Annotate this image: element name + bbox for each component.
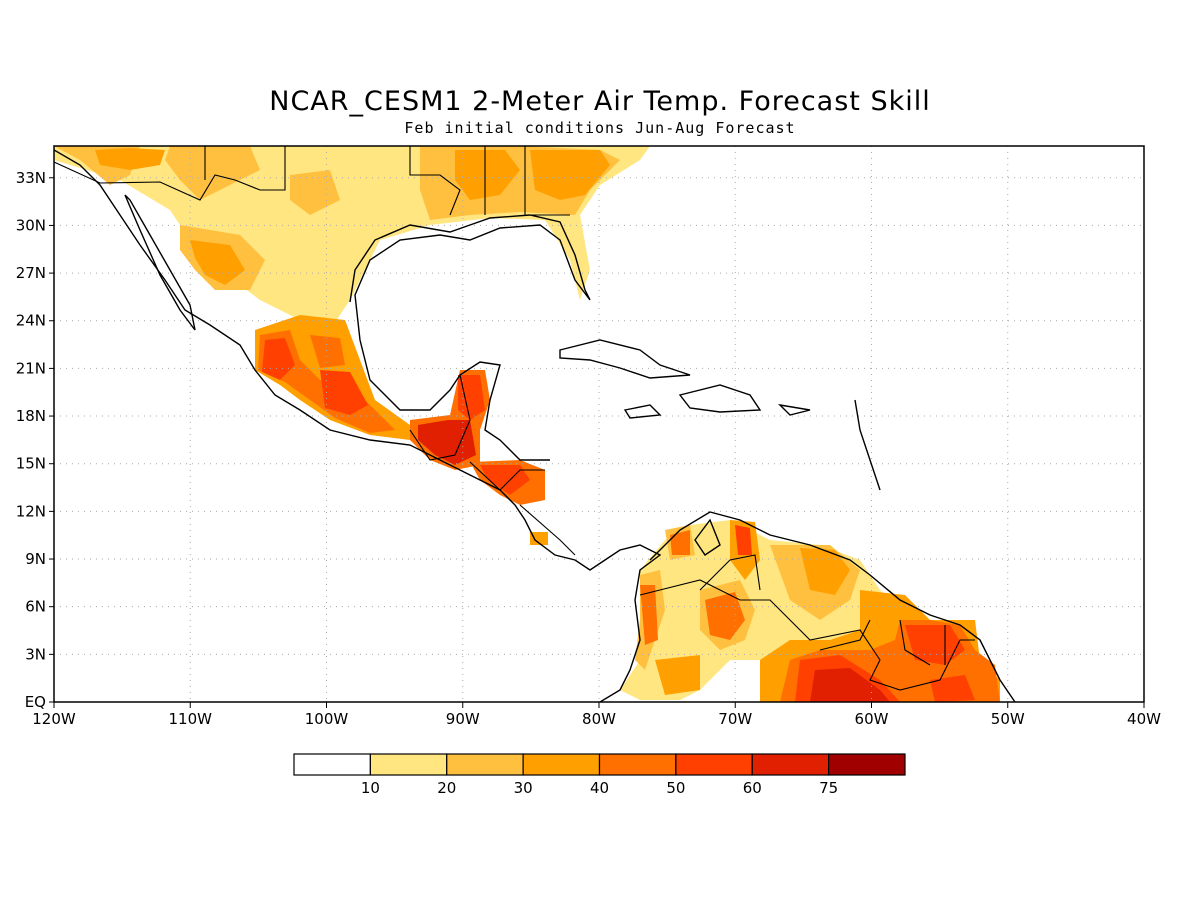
coastlines xyxy=(54,149,1016,702)
x-tick-label: 60W xyxy=(855,710,889,728)
colorbar-label: 30 xyxy=(514,779,533,797)
political-borders xyxy=(54,146,975,691)
x-tick-label: 100W xyxy=(305,710,349,728)
colorbar-swatch xyxy=(675,753,753,776)
colorbar-swatch xyxy=(828,753,906,776)
x-tick-label: 110W xyxy=(169,710,213,728)
x-tick-label: 120W xyxy=(32,710,76,728)
y-axis: 33N 30N 27N 24N 21N 18N 15N 12N 9N 6N 3N EQ xyxy=(16,169,54,711)
y-tick-label: 21N xyxy=(16,359,46,377)
y-tick-label: 6N xyxy=(25,598,46,616)
y-tick-label: EQ xyxy=(25,693,46,711)
x-tick-label: 70W xyxy=(718,710,752,728)
colorbar-label: 60 xyxy=(743,779,762,797)
colorbar-swatch xyxy=(751,753,830,776)
colorbar-label: 75 xyxy=(819,779,838,797)
y-tick-label: 24N xyxy=(16,312,46,330)
x-tick-label: 50W xyxy=(991,710,1025,728)
colorbar: 10 20 30 40 50 60 75 xyxy=(293,753,906,797)
x-tick-label: 80W xyxy=(582,710,616,728)
x-axis: 120W 110W 100W 90W 80W 70W 60W 50W 40W xyxy=(32,702,1161,728)
colorbar-label: 20 xyxy=(437,779,456,797)
colorbar-label: 50 xyxy=(666,779,685,797)
y-tick-label: 3N xyxy=(25,645,46,663)
map-title: NCAR_CESM1 2-Meter Air Temp. Forecast Sk… xyxy=(269,86,931,117)
colorbar-label: 10 xyxy=(361,779,380,797)
y-tick-label: 30N xyxy=(16,216,46,234)
colorbar-label: 40 xyxy=(590,779,609,797)
colorbar-swatch xyxy=(522,753,601,776)
y-tick-label: 33N xyxy=(16,169,46,187)
y-tick-label: 18N xyxy=(16,407,46,425)
x-tick-label: 90W xyxy=(446,710,480,728)
colorbar-swatch xyxy=(598,753,677,776)
skill-shading xyxy=(54,146,1000,702)
y-tick-label: 27N xyxy=(16,264,46,282)
x-tick-label: 40W xyxy=(1127,710,1161,728)
y-tick-label: 9N xyxy=(25,550,46,568)
y-tick-label: 12N xyxy=(16,502,46,520)
colorbar-swatch xyxy=(293,753,371,776)
y-tick-label: 15N xyxy=(16,455,46,473)
map-subtitle: Feb initial conditions Jun-Aug Forecast xyxy=(404,119,796,137)
colorbar-swatch xyxy=(369,753,448,776)
colorbar-swatch xyxy=(446,753,524,776)
